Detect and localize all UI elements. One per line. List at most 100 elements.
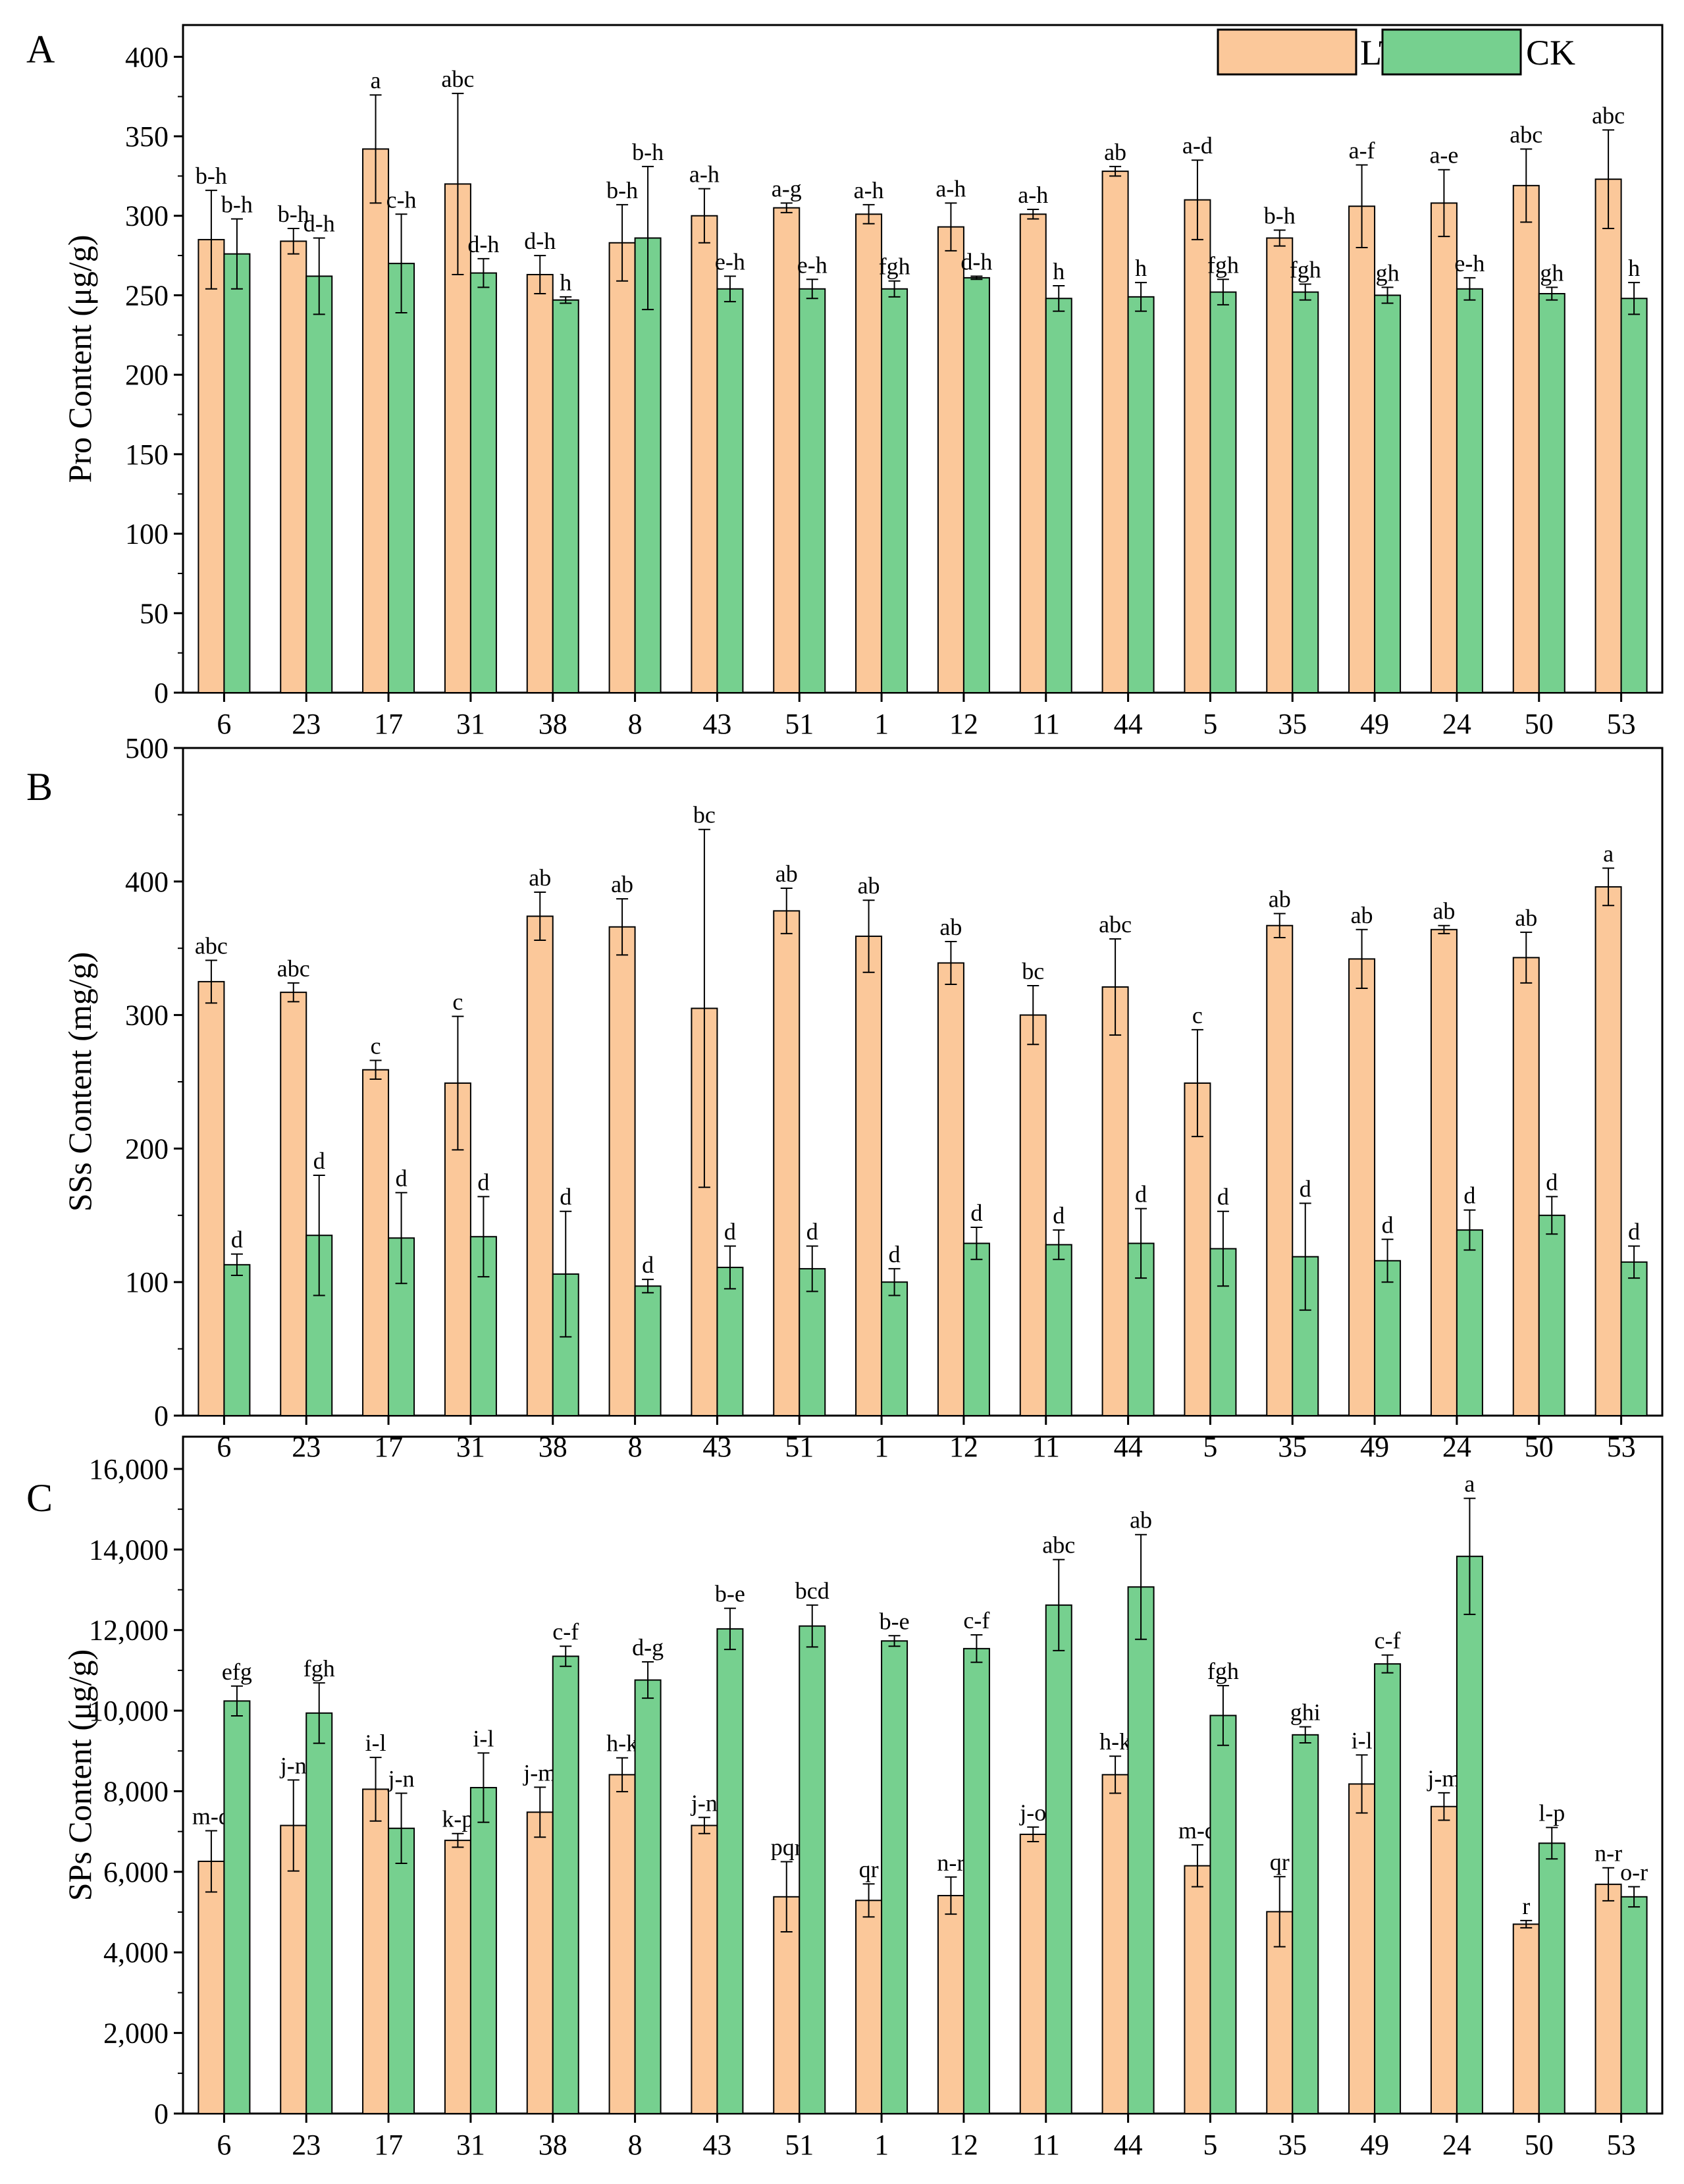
bar-ck — [223, 253, 251, 693]
significance-label: c — [371, 1033, 381, 1059]
bar-lt — [773, 910, 801, 1416]
significance-label: d — [642, 1252, 654, 1278]
significance-label: e-h — [797, 252, 828, 278]
significance-label: ab — [1269, 886, 1291, 912]
x-tick-label: 17 — [374, 708, 403, 740]
significance-label: abc — [1042, 1532, 1075, 1558]
panel-c: 0 2,000 4,000 6,000 8,000 10,000 12,000 14,000 1… — [26, 1435, 1664, 2161]
bar-ck — [1620, 1896, 1648, 2114]
bar-ck — [1045, 1244, 1072, 1417]
significance-label: bcd — [795, 1578, 829, 1604]
bar-lt — [362, 148, 390, 694]
bar-ck — [305, 1712, 333, 2114]
x-tick-label: 35 — [1278, 2129, 1307, 2161]
bar-lt — [526, 915, 554, 1416]
significance-label: d-h — [303, 211, 335, 237]
x-tick-label: 31 — [456, 708, 485, 740]
significance-label: b-h — [278, 201, 309, 227]
y-tick-label: 250 — [125, 279, 169, 311]
y-tick-label: 200 — [125, 1132, 169, 1165]
significance-label: abc — [1510, 121, 1542, 147]
x-tick-label: 11 — [1032, 2129, 1060, 2161]
significance-label: d — [1628, 1218, 1640, 1244]
bar-ck — [881, 1640, 908, 2114]
bar-lt — [1512, 957, 1540, 1416]
x-tick-label: 1 — [874, 1431, 889, 1463]
y-tick-label: 100 — [125, 518, 169, 550]
x-tick-label: 31 — [456, 2129, 485, 2161]
significance-label: d — [1546, 1169, 1558, 1195]
bar-lt — [1348, 1783, 1376, 2114]
bar-lt — [855, 935, 883, 1416]
significance-label: a-f — [1349, 137, 1375, 163]
bar-ck — [634, 1285, 662, 1417]
bar-lt — [1430, 928, 1458, 1416]
significance-label: abc — [1592, 102, 1625, 128]
significance-label: n-r — [1594, 1840, 1622, 1867]
x-tick-label: 50 — [1525, 1431, 1554, 1463]
y-tick-label: 0 — [154, 1400, 169, 1432]
bar-lt — [1101, 986, 1129, 1416]
bar-ck — [552, 299, 579, 693]
bar-lt — [1430, 1805, 1458, 2114]
significance-label: d-g — [632, 1634, 664, 1661]
significance-label: c — [452, 989, 463, 1015]
bar-ck — [962, 1242, 990, 1416]
x-tick-label: 51 — [785, 708, 814, 740]
significance-label: a-h — [935, 175, 966, 201]
bar-lt — [526, 1811, 554, 2114]
y-tick-label: 0 — [154, 677, 169, 709]
significance-label: a-h — [689, 161, 720, 188]
significance-label: bc — [1022, 958, 1044, 984]
x-tick-label: 6 — [217, 1431, 231, 1463]
x-tick-label: 11 — [1032, 1431, 1060, 1463]
y-axis-title: SSs Content (mg/g) — [61, 952, 98, 1212]
significance-label: a — [371, 67, 381, 93]
x-tick-label: 1 — [874, 2129, 889, 2161]
y-tick-label: 0 — [154, 2098, 169, 2130]
significance-label: b-h — [606, 177, 638, 203]
bar-ck — [799, 1625, 826, 2114]
panel-letter: B — [26, 765, 53, 809]
bar-lt — [1019, 1014, 1047, 1416]
x-tick-label: 8 — [628, 708, 643, 740]
y-axis-title: Pro Content (μg/g) — [61, 235, 98, 483]
bar-ck — [1292, 1734, 1319, 2115]
significance-label: b-e — [715, 1581, 745, 1607]
bar-ck — [716, 288, 744, 693]
bar-lt — [1019, 213, 1047, 693]
significance-label: i-l — [473, 1725, 494, 1751]
significance-label: d — [231, 1227, 243, 1253]
y-tick-label: 10,000 — [89, 1695, 169, 1727]
bar-lt — [1348, 205, 1376, 693]
legend-label-ck: CK — [1526, 33, 1575, 72]
significance-label: d — [1300, 1176, 1311, 1202]
x-tick-label: 53 — [1607, 1431, 1636, 1463]
significance-label: i-l — [1352, 1727, 1373, 1753]
bar-lt — [1184, 1865, 1211, 2114]
significance-label: a — [1464, 1471, 1475, 1497]
bar-ck — [469, 272, 497, 693]
bar-lt — [937, 962, 964, 1417]
x-tick-label: 23 — [292, 1431, 321, 1463]
bar-lt — [1430, 202, 1458, 693]
bar-ck — [799, 288, 826, 693]
bar-lt — [1266, 924, 1294, 1416]
significance-label: j-n — [279, 1752, 307, 1778]
x-tick-label: 49 — [1360, 1431, 1389, 1463]
significance-label: i-l — [365, 1730, 386, 1756]
significance-label: d — [889, 1241, 901, 1267]
bar-lt — [526, 274, 554, 693]
bar-ck — [1538, 293, 1566, 693]
significance-label: fgh — [879, 253, 910, 280]
significance-label: d — [560, 1184, 571, 1210]
significance-label: d — [1135, 1181, 1147, 1208]
significance-label: c-f — [963, 1607, 989, 1634]
significance-label: h — [1135, 255, 1147, 281]
significance-label: d-h — [467, 231, 499, 257]
y-tick-label: 200 — [125, 359, 169, 391]
bar-ck — [1456, 288, 1483, 693]
significance-label: e-h — [1454, 250, 1485, 277]
bar-lt — [1594, 178, 1622, 693]
